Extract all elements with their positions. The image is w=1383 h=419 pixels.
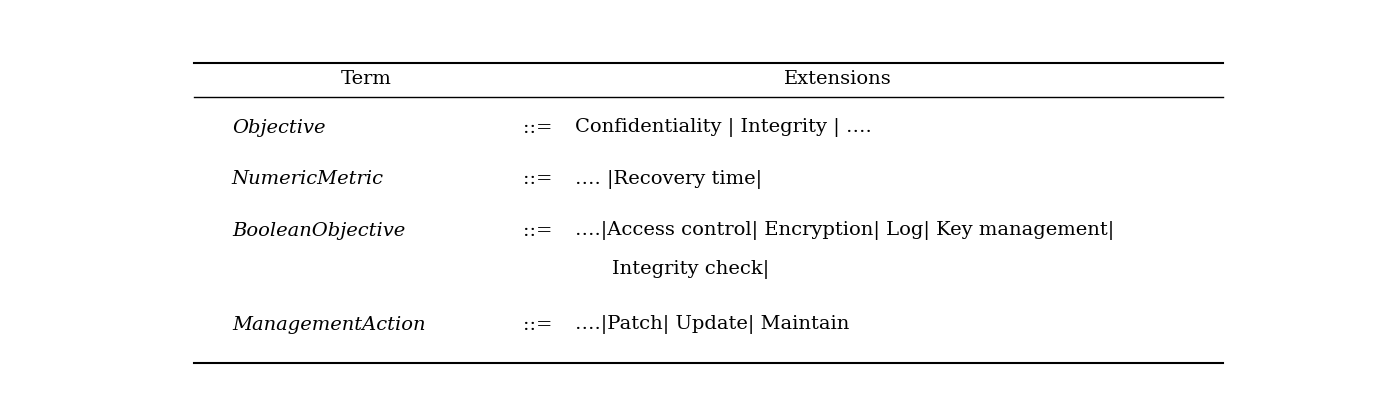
Text: ::=: ::= [523, 222, 552, 240]
Text: ….|Patch| Update| Maintain: ….|Patch| Update| Maintain [575, 315, 849, 334]
Text: Confidentiality | Integrity | ….: Confidentiality | Integrity | …. [575, 118, 871, 137]
Text: NumericMetric: NumericMetric [232, 171, 384, 188]
Text: ManagementAction: ManagementAction [232, 316, 426, 334]
Text: …. |Recovery time|: …. |Recovery time| [575, 170, 762, 189]
Text: ::=: ::= [523, 316, 552, 334]
Text: Extensions: Extensions [784, 70, 891, 88]
Text: BooleanObjective: BooleanObjective [232, 222, 405, 240]
Text: Term: Term [340, 70, 391, 88]
Text: ::=: ::= [523, 119, 552, 137]
Text: ::=: ::= [523, 171, 552, 188]
Text: Objective: Objective [232, 119, 325, 137]
Text: ….|Access control| Encryption| Log| Key management|: ….|Access control| Encryption| Log| Key … [575, 222, 1115, 241]
Text: Integrity check|: Integrity check| [613, 260, 769, 279]
